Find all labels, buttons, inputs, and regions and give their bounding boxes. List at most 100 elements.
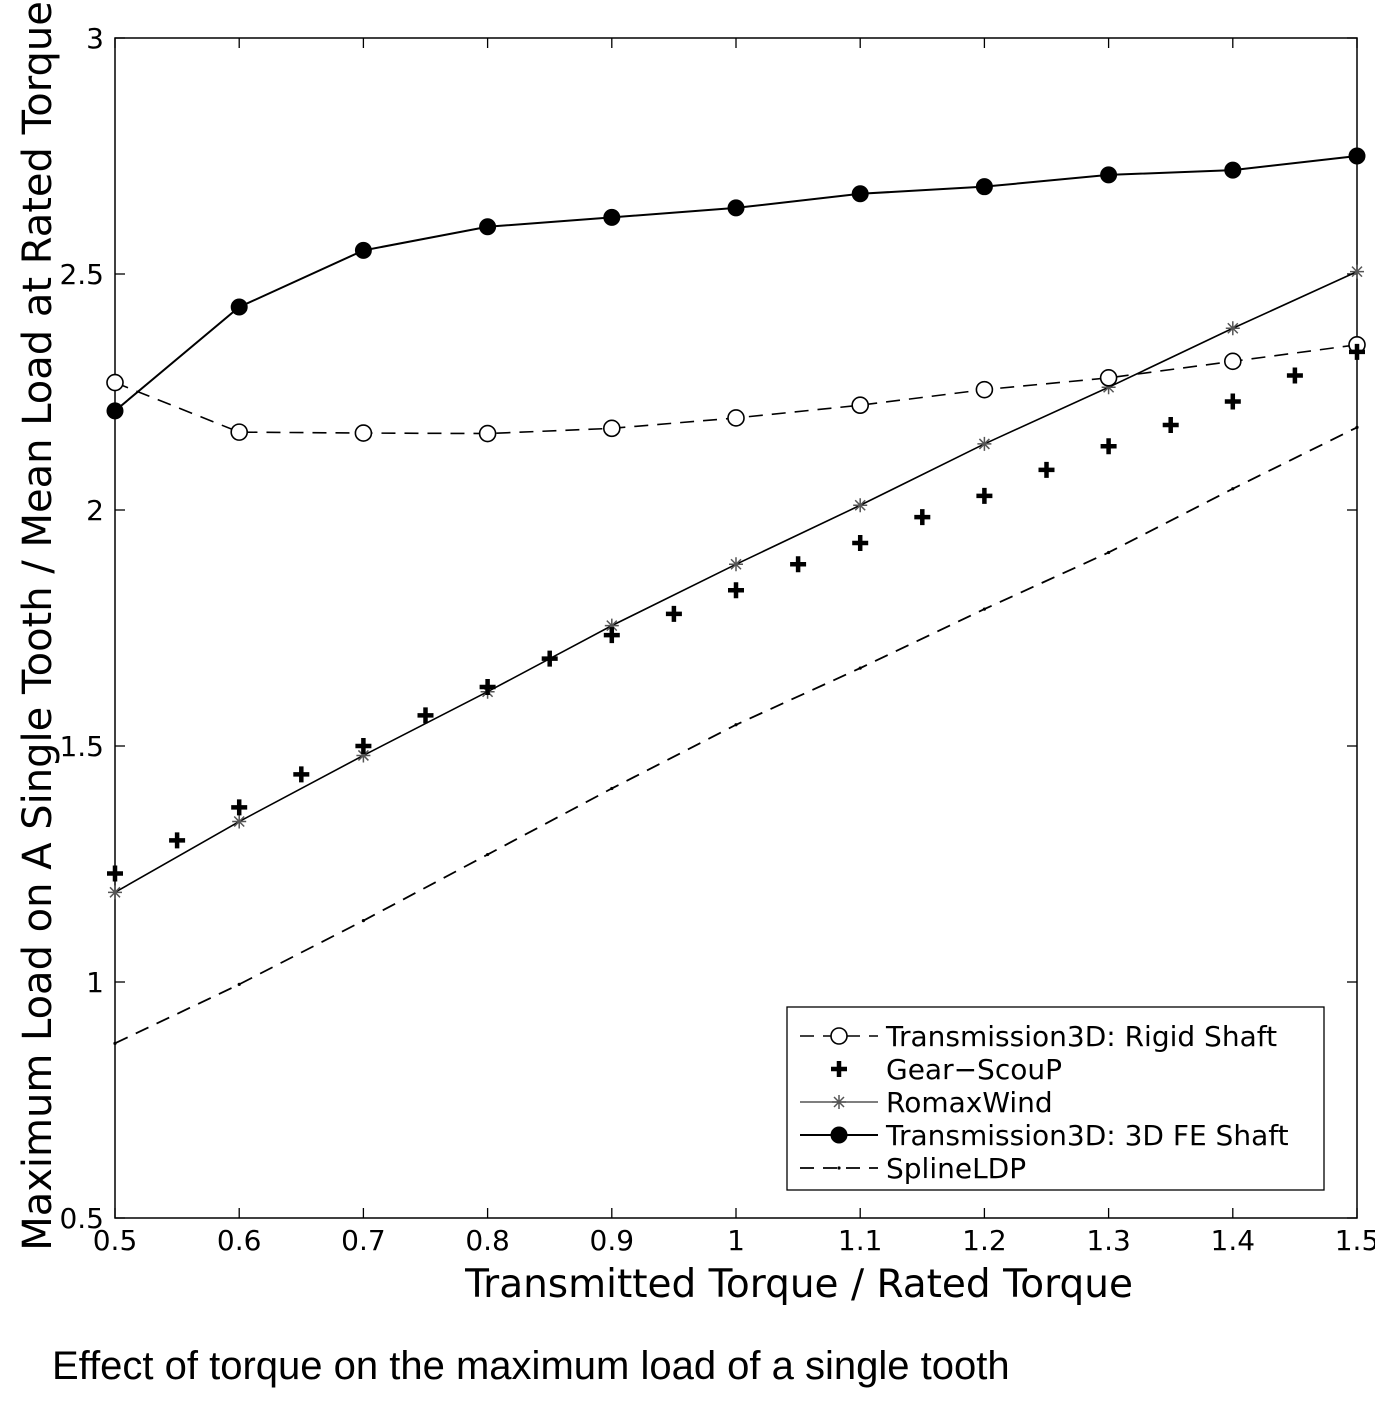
data-point — [728, 582, 744, 599]
data-point — [1231, 487, 1235, 491]
data-point — [361, 919, 365, 923]
data-point — [231, 799, 248, 816]
legend-box — [786, 1006, 1325, 1191]
data-point — [1101, 380, 1116, 395]
x-axis-title: Transmitted Torque / Rated Torque — [465, 1262, 1133, 1307]
data-point — [603, 627, 620, 644]
legend-label: SplineLDP — [886, 1152, 1026, 1185]
data-point — [1107, 550, 1111, 555]
series-line — [114, 426, 1358, 1045]
data-point — [734, 723, 738, 727]
data-point — [1099, 369, 1118, 387]
x-tick-label: 0.9 — [590, 1224, 635, 1257]
data-point — [851, 396, 870, 415]
series-4 — [113, 425, 1359, 1045]
data-point — [479, 679, 496, 695]
legend-swatch-marker — [830, 1126, 848, 1144]
x-tick-label: 1.5 — [1335, 1224, 1375, 1257]
data-point — [853, 498, 868, 513]
data-point — [293, 766, 310, 783]
axis-ticks: 0.5 0.6 0.7 0.8 0.9 1 1.1 1.2 1.3 1.4 1.5 0.5 1 1.5 2 2… — [59, 22, 1375, 1257]
y-tick-label: 2.5 — [59, 258, 104, 291]
data-point — [610, 786, 614, 791]
data-point — [1100, 438, 1117, 455]
data-point — [417, 707, 434, 724]
y-axis-title: Maximum Load on A Single Tooth / Mean Lo… — [15, 1, 61, 1251]
x-tick-label: 1.1 — [838, 1224, 883, 1257]
data-point — [478, 424, 497, 443]
data-point — [1348, 147, 1366, 165]
data-point — [727, 409, 745, 427]
legend: Transmission3D: Rigid ShaftGear−ScouPRom… — [786, 1006, 1325, 1191]
legend-label: Gear−ScouP — [886, 1053, 1062, 1086]
data-point — [982, 607, 987, 611]
data-point — [230, 298, 248, 316]
legend-label: Transmission3D: Rigid Shaft — [885, 1020, 1277, 1053]
legend-swatch-marker — [837, 1166, 841, 1170]
data-point — [169, 832, 186, 849]
data-point — [106, 373, 124, 392]
data-point — [232, 814, 247, 829]
data-point — [604, 618, 619, 633]
series-3 — [106, 147, 1366, 420]
data-point — [975, 178, 993, 196]
data-point — [237, 982, 241, 986]
y-tick-label: 1.5 — [59, 730, 104, 763]
data-point — [1286, 367, 1303, 384]
legend-label: Transmission3D: 3D FE Shaft — [885, 1119, 1289, 1152]
legend-swatch-marker — [832, 1095, 846, 1109]
data-point — [113, 1041, 117, 1045]
y-tick-label: 3 — [86, 22, 104, 55]
data-point — [354, 424, 373, 442]
data-point — [356, 748, 371, 763]
data-point — [858, 666, 862, 670]
x-tick-label: 0.5 — [93, 1224, 138, 1257]
x-tick-label: 0.7 — [341, 1224, 386, 1257]
data-point — [1038, 461, 1055, 478]
data-point — [541, 650, 558, 667]
data-point — [1224, 161, 1242, 179]
data-point — [851, 185, 869, 203]
data-point — [1355, 425, 1359, 429]
data-point — [355, 738, 372, 754]
data-point — [1224, 393, 1241, 410]
data-point — [486, 852, 490, 857]
legend-swatch-marker — [830, 1027, 848, 1045]
x-tick-label: 1 — [727, 1224, 745, 1257]
data-point — [1349, 343, 1365, 360]
data-point — [976, 487, 993, 504]
series-layer — [106, 147, 1366, 1045]
x-tick-label: 0.8 — [465, 1224, 510, 1257]
series-line — [114, 270, 1358, 894]
legend-label: RomaxWind — [886, 1086, 1053, 1119]
series-line — [114, 155, 1358, 412]
data-point — [1100, 166, 1118, 184]
chart: 0.5 0.6 0.7 0.8 0.9 1 1.1 1.2 1.3 1.4 1.5 0.5 1 1.5 2 2… — [59, 22, 1375, 1257]
data-point — [727, 199, 745, 217]
data-point — [665, 605, 682, 622]
y-tick-label: 0.5 — [59, 1202, 104, 1235]
series-0 — [106, 335, 1366, 443]
data-point — [914, 509, 931, 526]
x-tick-label: 0.6 — [217, 1224, 262, 1257]
data-point — [852, 535, 869, 552]
data-point — [729, 557, 743, 572]
data-point — [1224, 352, 1242, 371]
y-tick-label: 2 — [86, 494, 104, 527]
data-point — [790, 556, 807, 573]
data-point — [977, 436, 992, 451]
data-point — [230, 423, 248, 441]
data-point — [603, 208, 621, 226]
data-point — [107, 865, 123, 882]
x-tick-label: 1.3 — [1086, 1224, 1131, 1257]
data-point — [106, 402, 124, 420]
data-point — [1225, 321, 1240, 336]
data-point — [1162, 417, 1179, 434]
y-tick-label: 1 — [86, 966, 104, 999]
series-1 — [107, 343, 1365, 882]
x-tick-label: 1.2 — [962, 1224, 1007, 1257]
x-tick-label: 1.4 — [1211, 1224, 1256, 1257]
legend-swatch-marker — [831, 1061, 847, 1077]
data-point — [108, 885, 122, 900]
data-point — [602, 419, 621, 438]
